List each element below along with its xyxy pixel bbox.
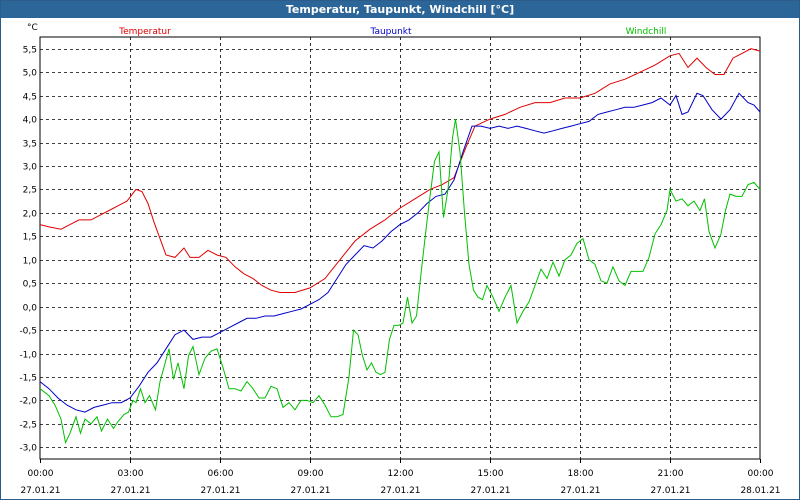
x-tick-time-label: 21:00 [658,469,684,479]
legend-label-windchill: Windchill [626,27,667,37]
series-line-windchill [39,119,761,445]
x-tick-date-label: 28.01.21 [740,486,780,496]
plot-frame [39,36,761,460]
x-tick-time-label: 18:00 [568,469,594,479]
y-tick-label: 1,5 [23,233,37,243]
x-tick-time-label: 00:00 [748,469,774,479]
y-tick-label: -1,0 [19,351,37,361]
x-tick-time-label: 03:00 [118,469,144,479]
x-tick-time-label: 12:00 [388,469,414,479]
x-tick-time-label: 15:00 [478,469,504,479]
x-tick-time-label: 09:00 [298,469,324,479]
y-tick-label: 2,0 [23,210,38,220]
x-tick-date-label: 27.01.21 [20,486,60,496]
y-tick-label: 1,0 [23,257,38,267]
chart-title: Temperatur, Taupunkt, Windchill [°C] [1,1,799,18]
chart-area: 5,5 5,0 4,5 4,0 3,5 3,0 2,5 2,0 1,5 1,0 0,5 0,0 -0,5… [19,23,780,496]
y-tick-label: -1,5 [19,374,37,384]
series-line-taupunkt [39,92,761,413]
y-tick-label: -0,5 [19,327,37,337]
y-tick-label: 0,5 [23,280,37,290]
x-tick-date-label: 27.01.21 [470,486,510,496]
x-tick-date-label: 27.01.21 [290,486,330,496]
y-tick-label: 3,5 [23,140,37,150]
y-tick-label: -2,0 [19,397,37,407]
y-tick-label: 4,0 [23,116,38,126]
y-tick-label: -2,5 [19,421,37,431]
legend-label-temperatur: Temperatur [118,27,171,37]
x-tick-date-label: 27.01.21 [560,486,600,496]
y-tick-label: 3,0 [23,163,38,173]
y-tick-label: 0,0 [23,304,38,314]
y-tick-label: 2,5 [23,186,37,196]
y-tick-label: -3,0 [19,444,37,454]
x-tick-time-label: 06:00 [208,469,234,479]
x-tick-date-label: 27.01.21 [380,486,420,496]
y-axis-label: °C [27,23,38,33]
y-tick-label: 4,5 [23,93,37,103]
y-tick-label: 5,0 [23,69,38,79]
legend-label-taupunkt: Taupunkt [369,27,412,37]
x-tick-date-label: 27.01.21 [200,486,240,496]
series-line-temperatur [39,48,761,293]
x-tick-time-label: 00:00 [28,469,54,479]
x-tick-date-label: 27.01.21 [650,486,690,496]
x-tick-date-label: 27.01.21 [110,486,150,496]
y-tick-label: 5,5 [23,46,37,56]
